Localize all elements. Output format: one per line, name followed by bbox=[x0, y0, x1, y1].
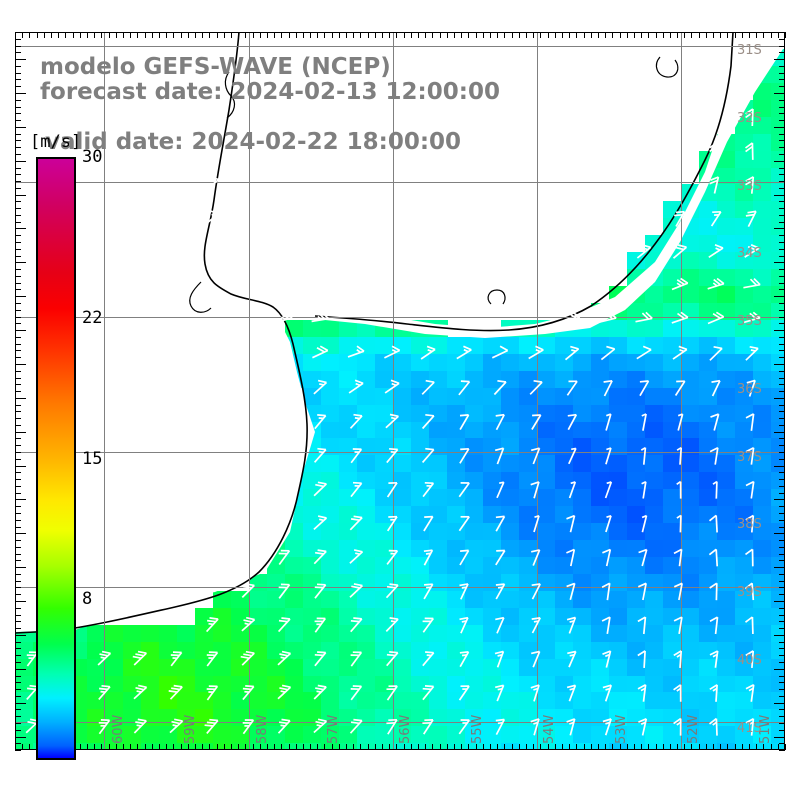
lon-label-52w: 52W bbox=[686, 714, 702, 744]
lon-label-55w: 55W bbox=[470, 714, 486, 744]
title-line-valid-date: valid date: 2024-02-22 18:00:00 bbox=[44, 129, 462, 155]
plot-title: modelo GEFS-WAVE (NCEP) forecast date: 2… bbox=[8, 30, 608, 205]
lat-label-40s: 40S bbox=[737, 652, 762, 668]
gridline-lat-31s bbox=[15, 46, 785, 47]
wind-barbs bbox=[25, 108, 761, 736]
gridline-lat-37s bbox=[15, 452, 785, 453]
gridline-lon-56w bbox=[393, 32, 394, 750]
colorbar-tick-8: 8 bbox=[82, 589, 93, 610]
colorbar-tick-22: 22 bbox=[82, 307, 103, 328]
lat-label-39s: 39S bbox=[737, 585, 762, 600]
lat-label-41s: 41S bbox=[737, 720, 762, 736]
lon-label-54w: 54W bbox=[542, 714, 558, 744]
lon-label-53w: 53W bbox=[614, 714, 630, 744]
lat-label-32s: 32S bbox=[737, 110, 762, 126]
gridline-lon-54w bbox=[537, 32, 538, 750]
lat-label-31s: 31S bbox=[737, 43, 762, 59]
gridline-lon-52w bbox=[681, 32, 682, 750]
colorbar-gradient bbox=[36, 157, 76, 760]
gridline-lat-39s bbox=[15, 587, 785, 588]
lat-label-38s: 38S bbox=[737, 517, 762, 533]
lat-label-37s: 37S bbox=[737, 449, 762, 465]
gridline-lat-33s bbox=[15, 182, 785, 183]
lon-label-60w: 60W bbox=[110, 714, 126, 744]
lat-label-36s: 36S bbox=[737, 381, 762, 397]
lat-label-33s: 33S bbox=[737, 178, 762, 194]
gridline-lat-35s bbox=[15, 317, 785, 318]
title-line-model: modelo GEFS-WAVE (NCEP) bbox=[40, 54, 391, 80]
gridline-lon-58w bbox=[249, 32, 250, 750]
lon-label-57w: 57W bbox=[326, 714, 342, 744]
colorbar-tick-15: 15 bbox=[82, 448, 103, 469]
gridline-lat-41s bbox=[15, 722, 785, 723]
lon-label-59w: 59W bbox=[182, 714, 198, 744]
lat-label-35s: 35S bbox=[737, 314, 762, 329]
colorbar-unit-label: [m/s] bbox=[30, 132, 82, 152]
lon-label-58w: 58W bbox=[254, 714, 270, 744]
map-plot-area[interactable] bbox=[15, 32, 785, 750]
gridline-lon-60w bbox=[104, 32, 105, 750]
lat-label-34s: 34S bbox=[737, 246, 762, 262]
colorbar[interactable] bbox=[36, 157, 76, 760]
title-line-forecast-date: forecast date: 2024-02-13 12:00:00 bbox=[40, 79, 500, 105]
lon-label-56w: 56W bbox=[398, 714, 414, 744]
colorbar-tick-30: 30 bbox=[82, 147, 103, 167]
